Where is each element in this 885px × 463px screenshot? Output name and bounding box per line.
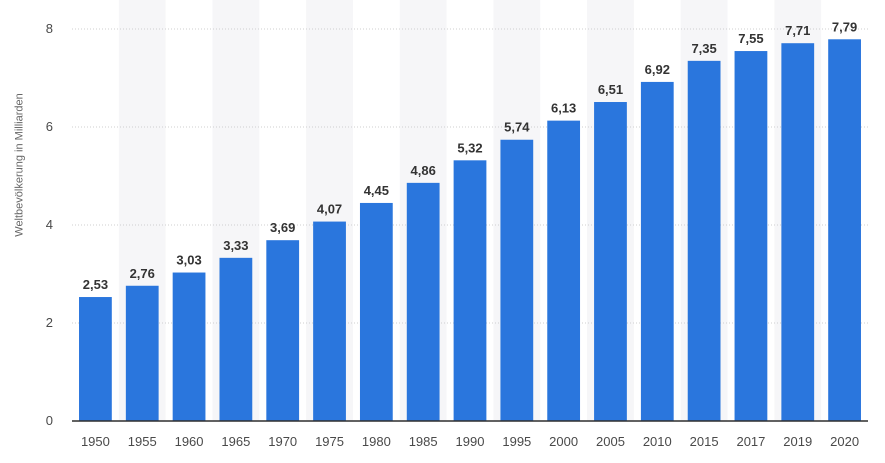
x-tick-label: 1950 (81, 434, 110, 449)
value-labels-group: 2,53 2,76 3,03 3,33 3,69 4,07 4,45 4,86 5,32 5,74… (83, 19, 857, 292)
bar[interactable] (219, 257, 253, 421)
x-tick-label: 1985 (409, 434, 438, 449)
x-tick-label: 2019 (783, 434, 812, 449)
data-label: 5,32 (457, 140, 482, 155)
data-label: 4,45 (364, 183, 389, 198)
x-tick-label: 1965 (221, 434, 250, 449)
x-tick-label: 1975 (315, 434, 344, 449)
data-label: 2,76 (130, 266, 155, 281)
x-tick-label: 2000 (549, 434, 578, 449)
bar[interactable] (500, 139, 534, 422)
data-label: 3,33 (223, 238, 248, 253)
y-tick-label: 0 (46, 413, 53, 428)
bar[interactable] (266, 240, 300, 421)
x-tick-label: 2017 (736, 434, 765, 449)
bar[interactable] (734, 51, 768, 422)
x-tick-label: 2015 (690, 434, 719, 449)
bar[interactable] (359, 202, 393, 421)
bars-group (79, 39, 861, 422)
bar[interactable] (453, 160, 487, 421)
bar[interactable] (781, 43, 815, 422)
data-label: 2,53 (83, 277, 108, 292)
bar[interactable] (406, 182, 440, 421)
data-label: 7,55 (738, 31, 763, 46)
x-tick-label: 2020 (830, 434, 859, 449)
bar[interactable] (172, 272, 206, 421)
data-label: 4,07 (317, 202, 342, 217)
bar[interactable] (640, 81, 674, 422)
x-tick-label: 1995 (502, 434, 531, 449)
bar[interactable] (547, 120, 581, 421)
x-tick-label: 1955 (128, 434, 157, 449)
bar[interactable] (687, 60, 721, 421)
bar[interactable] (828, 39, 861, 421)
bar[interactable] (594, 102, 627, 421)
data-label: 3,69 (270, 220, 295, 235)
data-label: 7,71 (785, 23, 810, 38)
bar[interactable] (125, 285, 159, 421)
y-tick-labels-group: 0 2 4 6 8 (46, 21, 53, 428)
y-tick-label: 2 (46, 315, 53, 330)
data-label: 6,92 (645, 62, 670, 77)
y-tick-label: 4 (46, 217, 53, 232)
data-label: 7,79 (832, 19, 857, 34)
x-tick-label: 2005 (596, 434, 625, 449)
y-tick-label: 6 (46, 119, 53, 134)
x-tick-label: 1960 (175, 434, 204, 449)
x-tick-labels-group: 1950 1955 1960 1965 1970 1975 1980 1985 1990 1995… (81, 434, 859, 449)
bar[interactable] (313, 221, 346, 421)
y-tick-label: 8 (46, 21, 53, 36)
x-tick-label: 2010 (643, 434, 672, 449)
x-tick-label: 1980 (362, 434, 391, 449)
x-tick-label: 1970 (268, 434, 297, 449)
x-tick-label: 1990 (456, 434, 485, 449)
data-label: 6,13 (551, 101, 576, 116)
bar[interactable] (79, 297, 112, 421)
data-label: 3,03 (176, 253, 201, 268)
data-label: 7,35 (691, 41, 716, 56)
data-label: 5,74 (504, 120, 530, 135)
data-label: 4,86 (411, 163, 436, 178)
data-label: 6,51 (598, 82, 623, 97)
